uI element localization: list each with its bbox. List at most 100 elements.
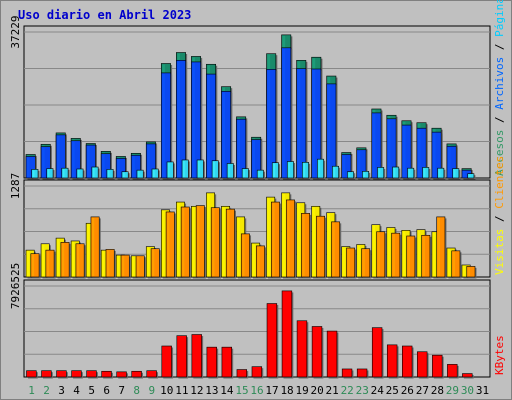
bar-clientes xyxy=(466,266,476,278)
bar-kbytes xyxy=(236,369,248,378)
bar-archivos-highlight xyxy=(57,135,60,177)
x-tick-label: 24 xyxy=(371,384,385,397)
bar-archivos xyxy=(311,68,322,179)
x-tick-label: 6 xyxy=(103,384,110,397)
bar-paginas xyxy=(347,171,355,179)
bar-paginas-highlight xyxy=(258,171,260,177)
x-tick-label: 25 xyxy=(386,384,399,397)
x-tick-label: 14 xyxy=(220,384,234,397)
legend-label: Clientes xyxy=(493,156,506,209)
bar-paginas xyxy=(136,169,144,179)
bar-clientes xyxy=(255,245,265,278)
x-tick-label: 23 xyxy=(356,384,369,397)
bar-kbytes xyxy=(326,330,338,378)
bar-kbytes-highlight xyxy=(207,348,211,376)
bar-kbytes xyxy=(356,368,368,378)
bar-paginas xyxy=(151,168,159,179)
bar-kbytes xyxy=(101,370,112,378)
bar-clientes xyxy=(30,253,40,278)
bar-kbytes-highlight xyxy=(433,356,437,376)
bar-visitas-highlight xyxy=(267,198,270,276)
bar-archivos-highlight xyxy=(192,62,195,177)
bar-archivos xyxy=(206,73,217,179)
bar-paginas-highlight xyxy=(273,163,275,177)
bar-paginas-highlight xyxy=(288,162,291,177)
bar-clientes-highlight xyxy=(46,251,50,276)
bar-kbytes-highlight xyxy=(102,372,106,376)
bar-clientes-highlight xyxy=(31,254,35,276)
bar-kbytes-highlight xyxy=(388,345,392,376)
bar-archivos-highlight xyxy=(357,150,361,177)
bar-kbytes xyxy=(417,351,428,378)
bar-archivos xyxy=(25,156,36,179)
bar-clientes-highlight xyxy=(242,234,245,276)
bar-visitas-highlight xyxy=(132,256,135,276)
bar-kbytes xyxy=(161,345,172,378)
bar-archivos-highlight xyxy=(117,159,120,177)
bar-paginas-highlight xyxy=(423,168,426,177)
bar-visitas-highlight xyxy=(117,256,120,276)
x-tick-label: 8 xyxy=(133,384,140,397)
bar-paginas-highlight xyxy=(77,169,80,177)
bar-paginas xyxy=(392,166,400,179)
bar-clientes xyxy=(361,248,371,278)
bar-visitas-highlight xyxy=(462,265,466,276)
bar-visitas-highlight xyxy=(387,228,391,276)
bar-paginas-highlight xyxy=(438,169,441,177)
bar-clientes xyxy=(150,248,160,278)
bar-archivos xyxy=(431,131,442,179)
bar-kbytes xyxy=(176,335,187,378)
bar-paginas xyxy=(106,169,114,179)
bar-archivos-highlight xyxy=(147,144,150,177)
bar-visitas-highlight xyxy=(102,251,105,276)
bar-paginas xyxy=(317,158,324,179)
legend-label: Accesos xyxy=(493,130,506,176)
bar-clientes-highlight xyxy=(182,208,185,276)
legend-label: Visitas xyxy=(493,229,506,275)
bar-archivos-highlight xyxy=(132,156,135,177)
bar-paginas xyxy=(286,161,294,179)
bar-clientes-highlight xyxy=(407,236,410,276)
bar-visitas-highlight xyxy=(162,210,165,276)
bar-visitas-highlight xyxy=(237,217,240,276)
bar-kbytes xyxy=(341,368,353,378)
bar-kbytes-highlight xyxy=(418,352,422,376)
bar-kbytes-highlight xyxy=(373,328,376,376)
bar-archivos xyxy=(401,124,412,179)
bar-kbytes-highlight xyxy=(328,332,331,376)
bar-archivos-highlight xyxy=(342,155,346,177)
bar-clientes xyxy=(240,233,250,278)
x-tick-label: 28 xyxy=(431,384,444,397)
bar-clientes xyxy=(271,201,280,278)
bar-archivos xyxy=(176,60,186,179)
bar-clientes-highlight xyxy=(332,222,335,276)
bar-kbytes xyxy=(71,370,82,378)
bar-clientes-highlight xyxy=(362,249,365,276)
bar-visitas-highlight xyxy=(192,207,195,276)
bar-clientes-highlight xyxy=(257,246,260,276)
bar-kbytes xyxy=(116,371,127,378)
bar-archivos-highlight xyxy=(447,147,451,177)
bar-kbytes-highlight xyxy=(237,370,241,376)
bar-paginas-highlight xyxy=(198,160,200,177)
bar-visitas-highlight xyxy=(327,213,330,276)
bar-archivos xyxy=(40,146,51,179)
bar-kbytes xyxy=(86,370,97,378)
bar-archivos-highlight xyxy=(372,113,376,177)
x-tick-label: 5 xyxy=(88,384,95,397)
bar-kbytes-highlight xyxy=(222,348,226,376)
bar-paginas xyxy=(452,168,460,179)
x-tick-label: 17 xyxy=(265,384,278,397)
bar-paginas-highlight xyxy=(92,168,95,177)
bar-paginas xyxy=(76,168,84,179)
bar-visitas-highlight xyxy=(222,207,225,276)
panel-top: 37229 Accesos / Archivos / Páginas xyxy=(9,0,506,180)
bar-clientes xyxy=(391,232,401,278)
bar-visitas-highlight xyxy=(447,249,451,276)
bar-clientes-highlight xyxy=(437,217,440,276)
bar-paginas-highlight xyxy=(62,169,65,177)
bar-paginas xyxy=(46,168,54,179)
bar-clientes xyxy=(45,249,55,278)
bar-clientes xyxy=(286,199,295,278)
bar-kbytes-highlight xyxy=(27,371,31,376)
